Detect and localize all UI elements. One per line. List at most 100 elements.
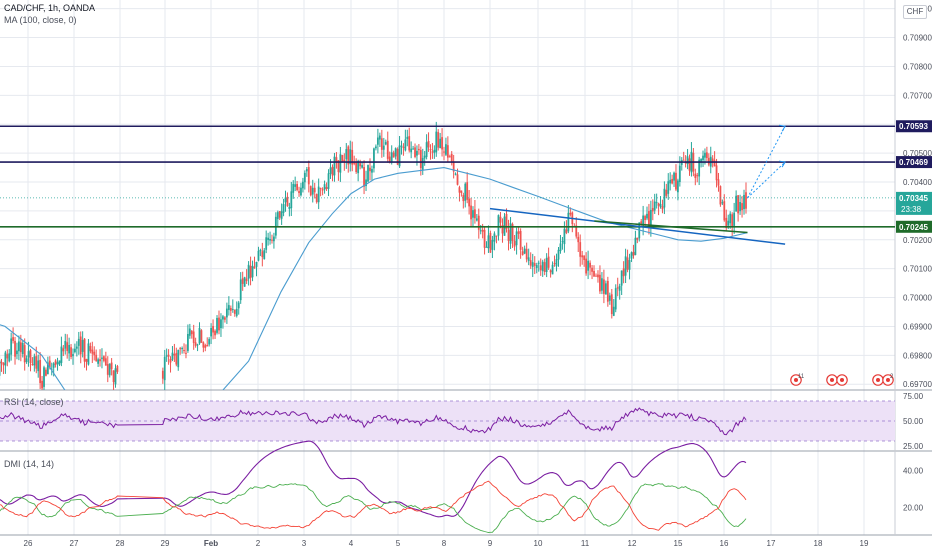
candle-body[interactable] — [35, 356, 38, 369]
candle-body[interactable] — [435, 131, 438, 153]
candle-body[interactable] — [386, 140, 389, 159]
candle-body[interactable] — [106, 364, 109, 375]
candle-body[interactable] — [686, 156, 689, 165]
candle-body[interactable] — [646, 213, 648, 219]
candle-body[interactable] — [642, 215, 645, 227]
candle-body[interactable] — [727, 220, 730, 226]
candle-body[interactable] — [525, 248, 528, 260]
candle-body[interactable] — [169, 359, 172, 363]
candle-body[interactable] — [375, 146, 377, 149]
candle-body[interactable] — [417, 148, 420, 151]
candle-body[interactable] — [595, 275, 597, 277]
candle-body[interactable] — [8, 353, 11, 362]
candle-body[interactable] — [208, 339, 211, 345]
candle-body[interactable] — [626, 257, 629, 270]
candle-body[interactable] — [423, 155, 426, 159]
candle-body[interactable] — [263, 250, 266, 260]
candle-body[interactable] — [653, 201, 656, 211]
candle-body[interactable] — [74, 348, 76, 353]
candle-body[interactable] — [618, 285, 621, 291]
candle-body[interactable] — [531, 262, 534, 267]
candle-body[interactable] — [33, 356, 36, 366]
candle-body[interactable] — [614, 288, 617, 310]
time-axis[interactable]: 26 27 28 29 Feb 2 3 4 5 8 9 10 11 12 15 16 17 18 19 — [24, 539, 869, 548]
candle-body[interactable] — [671, 178, 674, 184]
candle-body[interactable] — [108, 363, 111, 376]
candle-body[interactable] — [519, 230, 522, 250]
candle-body[interactable] — [233, 309, 236, 314]
candle-body[interactable] — [561, 241, 564, 243]
candle-body[interactable] — [602, 279, 605, 294]
candle-body[interactable] — [735, 195, 738, 212]
candle-body[interactable] — [319, 188, 322, 190]
candle-body[interactable] — [62, 348, 65, 352]
projection-arrow[interactable] — [747, 161, 786, 199]
candle-body[interactable] — [433, 149, 436, 153]
candle-body[interactable] — [541, 261, 544, 272]
candle-body[interactable] — [327, 173, 330, 189]
candle-body[interactable] — [257, 250, 260, 261]
candle-body[interactable] — [419, 150, 422, 168]
candle-body[interactable] — [19, 342, 22, 353]
candle-body[interactable] — [715, 165, 718, 181]
candle-body[interactable] — [669, 179, 672, 184]
candle-body[interactable] — [606, 280, 609, 302]
candle-body[interactable] — [359, 163, 362, 167]
price-pane[interactable]: 11 2 — [0, 121, 895, 413]
candle-body[interactable] — [259, 249, 262, 252]
candle-body[interactable] — [163, 356, 166, 381]
candle-body[interactable] — [183, 350, 185, 352]
candle-body[interactable] — [45, 369, 47, 376]
candle-body[interactable] — [694, 173, 697, 178]
candle-body[interactable] — [427, 140, 430, 148]
candle-body[interactable] — [477, 215, 480, 230]
candle-body[interactable] — [493, 233, 496, 242]
candle-body[interactable] — [339, 154, 342, 173]
currency-button[interactable]: CHF — [903, 5, 927, 19]
candle-body[interactable] — [300, 187, 302, 196]
candle-body[interactable] — [104, 358, 107, 366]
candle-body[interactable] — [723, 201, 726, 221]
candle-body[interactable] — [585, 258, 588, 274]
candle-body[interactable] — [271, 239, 273, 241]
candle-body[interactable] — [116, 366, 119, 372]
candle-body[interactable] — [87, 343, 90, 365]
candle-body[interactable] — [425, 142, 428, 157]
candle-body[interactable] — [521, 251, 524, 255]
candle-body[interactable] — [29, 350, 32, 364]
candle-body[interactable] — [202, 342, 205, 348]
candle-body[interactable] — [634, 237, 637, 255]
candle-body[interactable] — [410, 148, 413, 153]
candle-body[interactable] — [443, 151, 445, 153]
candle-body[interactable] — [373, 148, 375, 169]
candle-body[interactable] — [402, 146, 405, 148]
candle-body[interactable] — [523, 248, 526, 254]
candle-body[interactable] — [278, 211, 281, 218]
candle-body[interactable] — [533, 263, 536, 266]
candle-body[interactable] — [331, 166, 334, 176]
candle-body[interactable] — [421, 158, 424, 170]
candle-body[interactable] — [323, 184, 326, 190]
dmi-minus-line[interactable] — [0, 480, 747, 531]
candle-body[interactable] — [216, 317, 218, 333]
candle-body[interactable] — [99, 359, 101, 362]
candle-body[interactable] — [537, 262, 540, 264]
candle-body[interactable] — [593, 270, 595, 277]
candle-body[interactable] — [269, 239, 271, 241]
candle-body[interactable] — [341, 154, 344, 162]
candle-body[interactable] — [347, 146, 350, 165]
candle-body[interactable] — [376, 137, 379, 145]
candle-body[interactable] — [296, 183, 298, 191]
candle-body[interactable] — [665, 189, 668, 196]
candle-body[interactable] — [700, 159, 702, 163]
candle-body[interactable] — [394, 148, 397, 157]
candle-body[interactable] — [212, 326, 214, 333]
candle-body[interactable] — [315, 194, 318, 203]
candle-body[interactable] — [177, 349, 180, 368]
candle-body[interactable] — [559, 243, 562, 252]
candle-body[interactable] — [610, 294, 613, 314]
candle-body[interactable] — [622, 268, 625, 277]
candle-body[interactable] — [495, 235, 498, 237]
candle-body[interactable] — [412, 148, 414, 150]
candle-body[interactable] — [280, 211, 283, 219]
